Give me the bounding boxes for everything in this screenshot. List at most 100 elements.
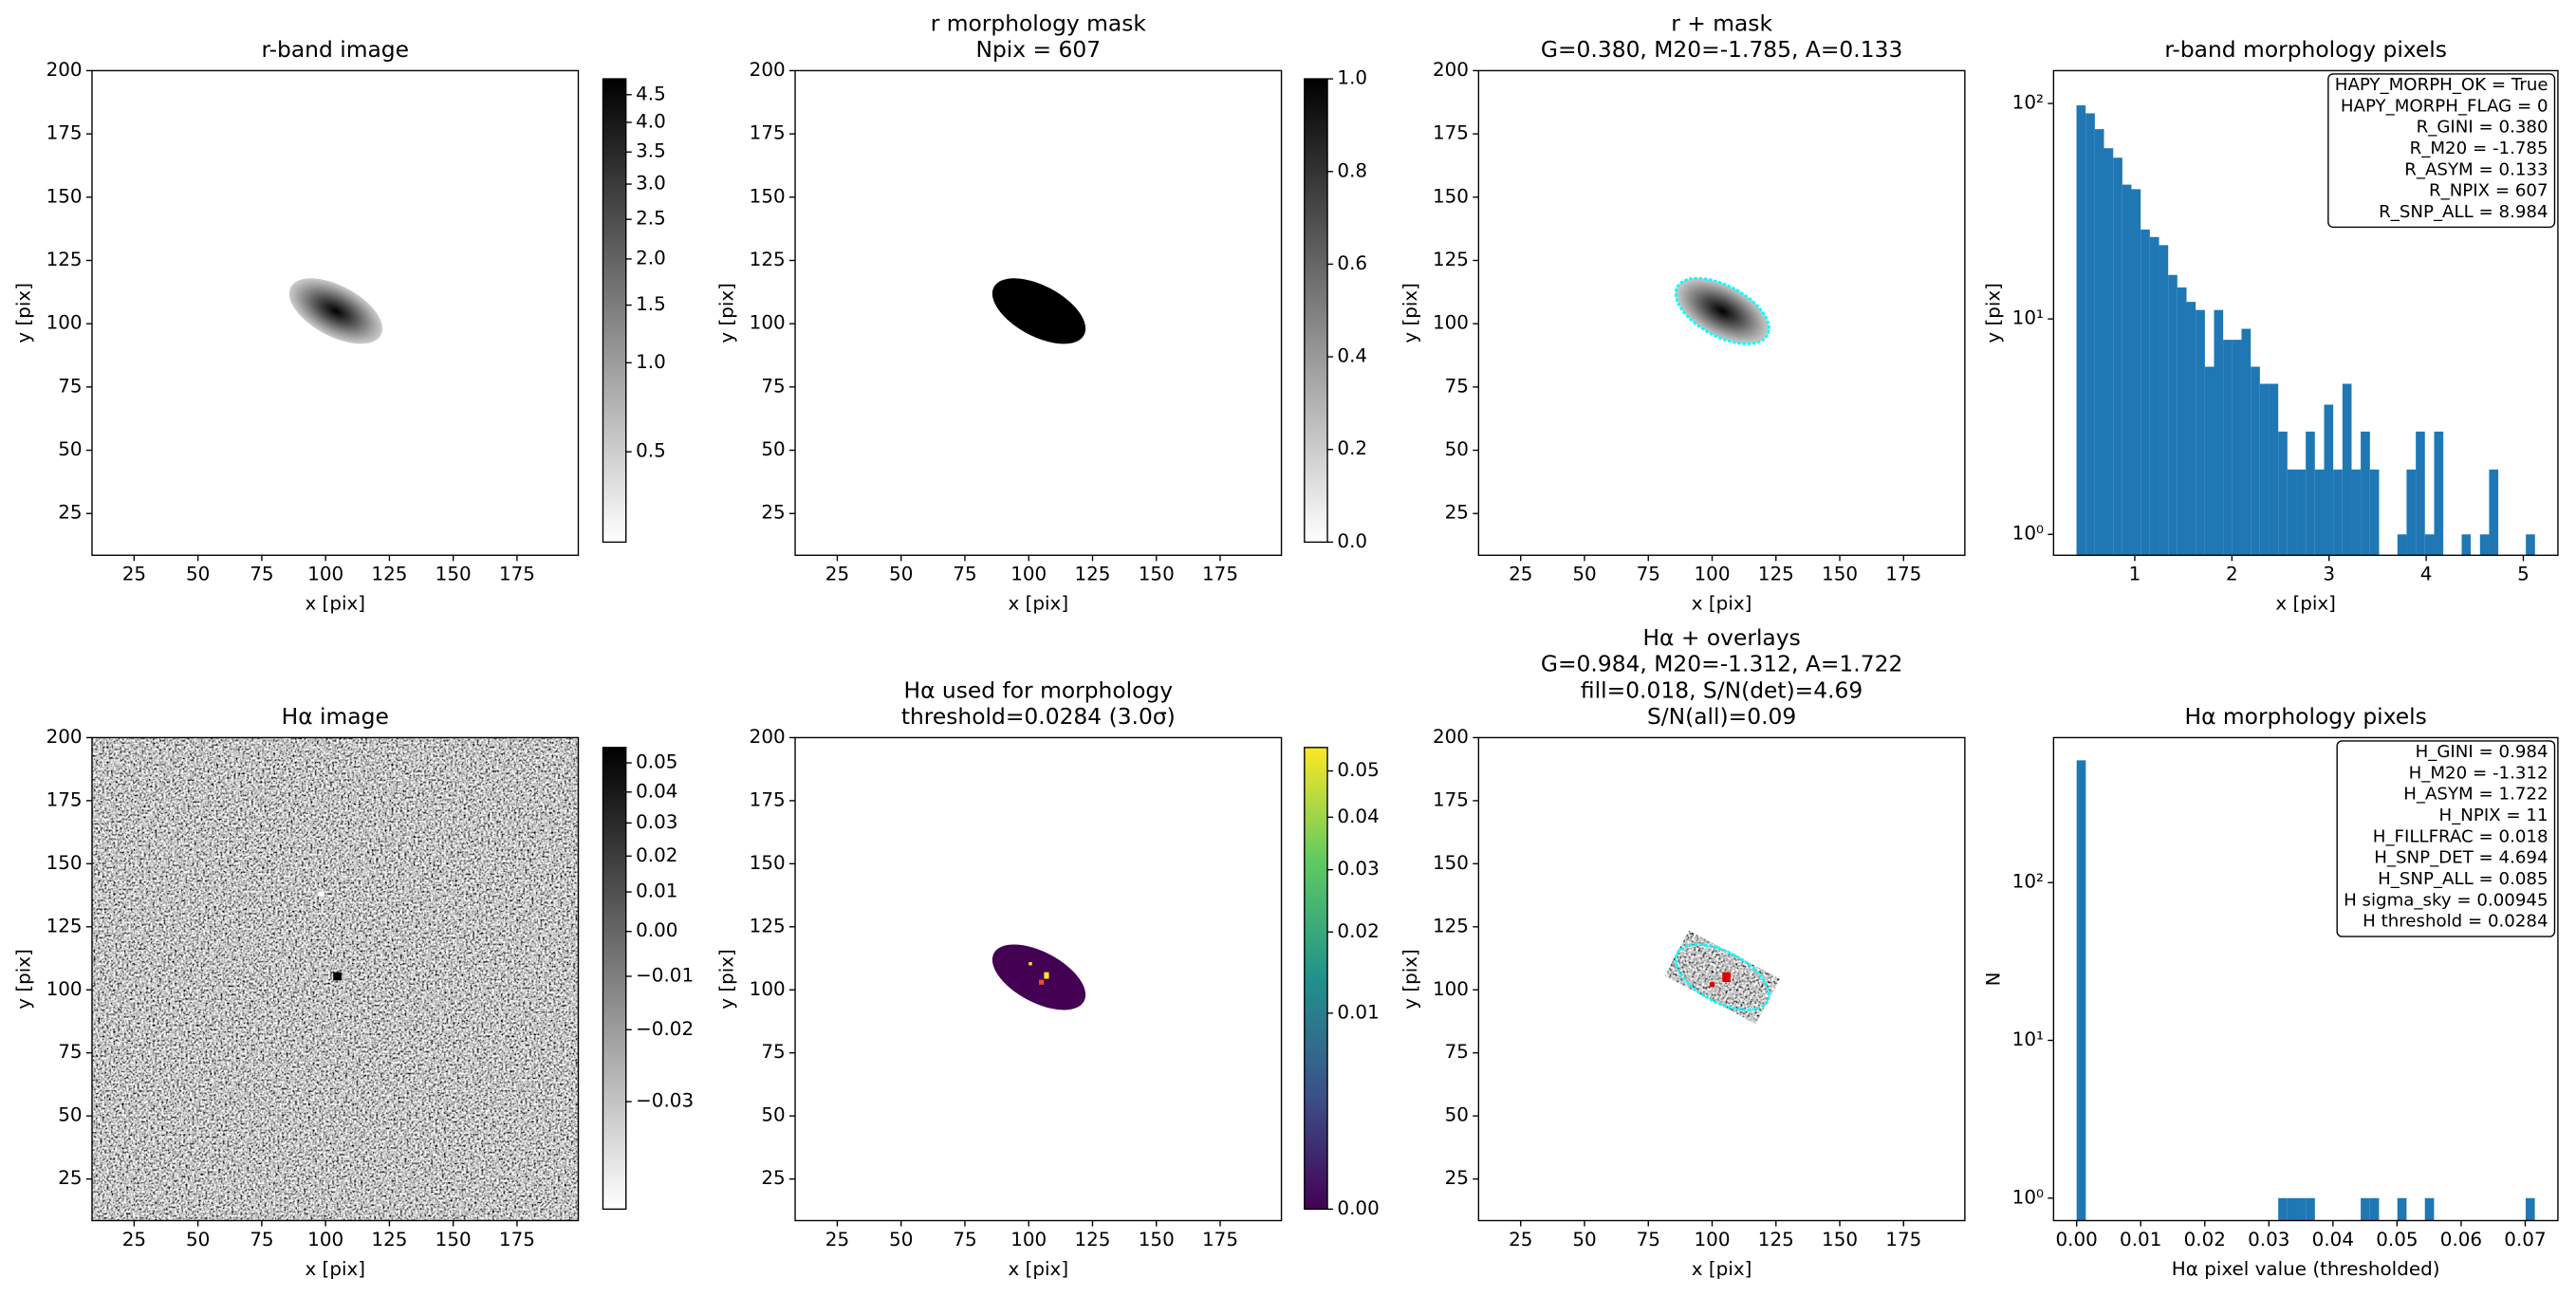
bar: [2525, 1197, 2535, 1221]
x-axis-label: x [pix]: [305, 1258, 365, 1280]
chart-title: Hα image: [282, 703, 389, 730]
x-tick-label: 75: [1637, 1229, 1660, 1251]
y-tick-label: 50: [1445, 438, 1469, 460]
y-axis-label: y [pix]: [1399, 283, 1421, 343]
chart-title: Npix = 607: [976, 36, 1102, 63]
bar: [2122, 184, 2132, 556]
bar: [2168, 274, 2178, 556]
bar: [2287, 1197, 2297, 1221]
chart-title: r-band morphology pixels: [2164, 36, 2447, 63]
colorbar-tick-label: 3.5: [636, 140, 666, 162]
chart-title: Hα used for morphology: [904, 676, 1174, 703]
y-tick-label: 175: [46, 788, 83, 810]
x-tick-label: 0.01: [2120, 1229, 2161, 1251]
x-tick-label: 4: [2420, 564, 2433, 585]
annotation-line: H threshold = 0.0284: [2363, 912, 2548, 932]
y-tick-label: 100: [750, 312, 786, 334]
bar: [2278, 431, 2288, 556]
annotation-line: H_M20 = -1.312: [2409, 763, 2548, 783]
y-tick-label: 25: [58, 1167, 82, 1189]
colorbar: [1304, 747, 1328, 1211]
x-tick-label: 50: [1572, 564, 1596, 585]
bar: [2296, 469, 2307, 556]
x-tick-label: 100: [1010, 564, 1047, 585]
bar: [2397, 1197, 2407, 1221]
bar: [2314, 469, 2325, 556]
y-tick-label: 75: [58, 1041, 82, 1063]
bar: [2489, 469, 2499, 556]
x-tick-label: 75: [250, 1229, 273, 1251]
mask-contour: [1674, 943, 1770, 1011]
colorbar-tick-label: 0.04: [636, 780, 677, 802]
colorbar-tick-label: 2.5: [636, 208, 666, 230]
bar: [2076, 105, 2086, 556]
y-tick-label: 200: [46, 59, 83, 81]
y-tick-label: 50: [58, 1104, 82, 1126]
y-tick-label: 10⁰: [2012, 1186, 2044, 1208]
x-tick-label: 150: [1139, 564, 1175, 585]
y-tick-label: 125: [1433, 915, 1469, 936]
image: [288, 278, 383, 344]
annotation-line: H_NPIX = 11: [2439, 806, 2548, 825]
x-tick-label: 175: [1885, 564, 1921, 585]
y-tick-label: 10¹: [2012, 307, 2044, 329]
y-tick-label: 200: [46, 726, 83, 748]
bar: [2306, 431, 2315, 556]
annotation-line: H_ASYM = 1.722: [2403, 785, 2548, 805]
x-tick-label: 175: [1885, 1229, 1921, 1251]
x-tick-label: 75: [953, 1229, 976, 1251]
y-tick-label: 200: [750, 59, 786, 81]
x-tick-label: 25: [122, 1229, 146, 1251]
mask-contour: [1674, 276, 1770, 345]
x-tick-label: 150: [1822, 1229, 1858, 1251]
y-tick-label: 175: [750, 122, 786, 144]
colorbar-tick-label: 0.00: [1337, 1197, 1379, 1219]
bar: [2103, 148, 2114, 556]
x-tick-label: 0.04: [2312, 1229, 2354, 1251]
axes-frame: [2052, 69, 2559, 556]
annotation-line: R_M20 = -1.785: [2410, 139, 2548, 158]
y-tick-label: 100: [1433, 978, 1469, 1000]
y-tick-label: 100: [46, 978, 83, 1000]
colorbar-tick-label: 4.5: [636, 83, 666, 104]
y-tick-label: 125: [750, 915, 786, 936]
axes-frame: [794, 69, 1283, 556]
image: [1674, 943, 1770, 1011]
x-tick-label: 25: [825, 564, 849, 585]
colorbar-tick-label: 0.00: [636, 919, 677, 941]
y-tick-label: 200: [1433, 726, 1469, 748]
annotation-line: R_SNP_ALL = 8.984: [2379, 202, 2548, 222]
colorbar-tick-label: 0.8: [1337, 159, 1367, 181]
x-tick-label: 75: [1637, 564, 1660, 585]
x-tick-label: 175: [1202, 1229, 1238, 1251]
y-tick-label: 175: [1433, 122, 1469, 144]
colorbar-tick-label: 0.03: [1337, 858, 1379, 880]
mask: [991, 944, 1086, 1010]
bar: [2461, 534, 2472, 556]
colorbar-tick-label: −0.03: [636, 1090, 694, 1112]
x-tick-label: 125: [371, 1229, 407, 1251]
axes-frame: [91, 69, 580, 556]
y-axis-label: y [pix]: [12, 283, 34, 343]
colorbar-tick-label: 0.04: [1337, 806, 1379, 827]
y-tick-label: 175: [46, 122, 83, 144]
y-tick-label: 150: [46, 185, 83, 207]
bar: [2361, 1197, 2370, 1221]
y-tick-label: 150: [750, 852, 786, 874]
y-tick-label: 125: [1433, 249, 1469, 270]
y-tick-label: 75: [1445, 1041, 1469, 1063]
bar: [2424, 534, 2435, 556]
y-tick-label: 150: [46, 852, 83, 874]
chart-title: G=0.380, M20=-1.785, A=0.133: [1541, 36, 1902, 63]
bright-spot: [318, 891, 325, 897]
y-axis-label: y [pix]: [12, 949, 34, 1010]
y-tick-label: 100: [750, 978, 786, 1000]
peak-pixel: [1029, 962, 1032, 966]
x-tick-label: 100: [1695, 1229, 1731, 1251]
colorbar-tick-label: 0.5: [636, 440, 666, 462]
annotation-line: H_SNP_ALL = 0.085: [2378, 869, 2548, 889]
chart-title: Hα morphology pixels: [2185, 703, 2427, 730]
bar: [2223, 340, 2233, 556]
axes-frame: [1477, 69, 1966, 556]
colorbar-tick-label: −0.01: [636, 964, 694, 986]
